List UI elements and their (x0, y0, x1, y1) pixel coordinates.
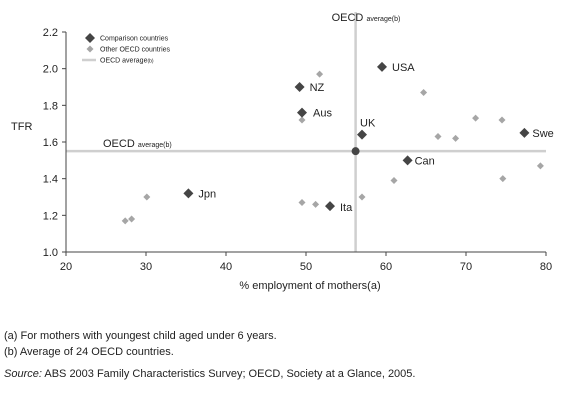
comparison-point-can (402, 155, 413, 166)
scatter-chart: OECD average(b) OECD average(b) 20 30 40 50 6… (11, 12, 554, 292)
y-axis-title: TFR (11, 121, 32, 133)
footnote-b: (b) Average of 24 OECD countries. (4, 346, 174, 358)
comparison-point-nz (294, 82, 305, 92)
x-tick-label: 40 (220, 261, 232, 273)
y-tick-label: 1.6 (43, 137, 58, 149)
y-tick-label: 1.4 (43, 174, 58, 186)
comparison-point-usa (377, 61, 387, 72)
other-oecd-point (298, 199, 306, 206)
comparison-point-aus (297, 107, 307, 118)
y-tick-label: 2.0 (43, 64, 58, 76)
x-tick-label: 30 (140, 261, 152, 273)
point-label-usa: USA (392, 62, 415, 74)
oecd-average-horizontal-label: OECD average(b) (103, 138, 172, 150)
x-tick-label: 50 (300, 261, 312, 273)
other-oecd-point (121, 217, 129, 225)
legend-comparison-label: Comparison countries (100, 36, 169, 43)
x-axis-title: % employment of mothers(a) (239, 280, 380, 292)
legend-comparison-marker (85, 33, 95, 43)
oecd-average-vertical-label: OECD average(b) (332, 12, 401, 24)
axes: 20 30 40 50 60 70 80 1.0 1.2 1.4 1.6 1.8 2.0 2.2 % emp… (11, 27, 552, 292)
other-oecd-point (390, 177, 398, 184)
other-oecd-point (128, 215, 136, 223)
y-tick-label: 1.0 (43, 247, 58, 259)
source-note: Source: ABS 2003 Family Characteristics … (4, 366, 415, 382)
point-label-swe: Swe (532, 128, 553, 140)
point-label-jpn: Jpn (198, 188, 216, 200)
source-label: Source: (4, 368, 42, 380)
x-tick-label: 70 (460, 261, 472, 273)
reference-lines: OECD average(b) OECD average(b) (66, 12, 546, 252)
oecd-average-horizontal-sub: average(b) (138, 142, 172, 149)
comparison-point-ita (325, 201, 335, 212)
other-oecd-point (498, 116, 506, 124)
y-tick-label: 1.2 (43, 210, 58, 222)
point-labels: USA NZ Aus UK Swe Can Jpn Ita (198, 62, 553, 214)
x-tick-label: 60 (380, 261, 392, 273)
legend-average-label: OECD average(b) (100, 58, 154, 65)
oecd-average-vertical-sub: average(b) (366, 16, 400, 23)
source-text: ABS 2003 Family Characteristics Survey; … (41, 368, 416, 380)
comparison-point-uk (357, 129, 367, 140)
x-tick-label: 80 (540, 261, 552, 273)
other-oecd-point (143, 193, 151, 201)
point-label-can: Can (415, 155, 435, 167)
comparison-point-jpn (183, 188, 194, 199)
comparison-point-swe (519, 127, 530, 138)
point-label-uk: UK (360, 118, 376, 130)
data-points (121, 61, 544, 225)
other-oecd-point (452, 134, 460, 142)
other-oecd-point (358, 193, 366, 201)
other-oecd-point (472, 114, 480, 122)
legend: Comparison countries Other OECD countries… (82, 33, 171, 65)
legend-average-sub: (b) (147, 59, 153, 65)
point-label-ita: Ita (340, 202, 353, 214)
legend-other-label: Other OECD countries (100, 47, 171, 54)
other-oecd-point (536, 162, 544, 170)
legend-other-marker (86, 45, 94, 53)
other-oecd-point (434, 133, 442, 140)
footnote-a: (a) For mothers with youngest child aged… (4, 330, 277, 342)
oecd-average-point (351, 147, 360, 156)
point-label-nz: NZ (310, 82, 325, 94)
other-oecd-point (298, 116, 306, 124)
other-oecd-point (499, 175, 507, 183)
y-tick-label: 1.8 (43, 100, 58, 112)
x-tick-label: 20 (60, 261, 72, 273)
other-oecd-point (312, 200, 320, 208)
other-oecd-point (420, 89, 428, 96)
y-tick-label: 2.2 (43, 27, 58, 39)
other-oecd-point (316, 70, 324, 78)
footnotes: (a) For mothers with youngest child aged… (4, 328, 415, 382)
point-label-aus: Aus (313, 108, 332, 120)
